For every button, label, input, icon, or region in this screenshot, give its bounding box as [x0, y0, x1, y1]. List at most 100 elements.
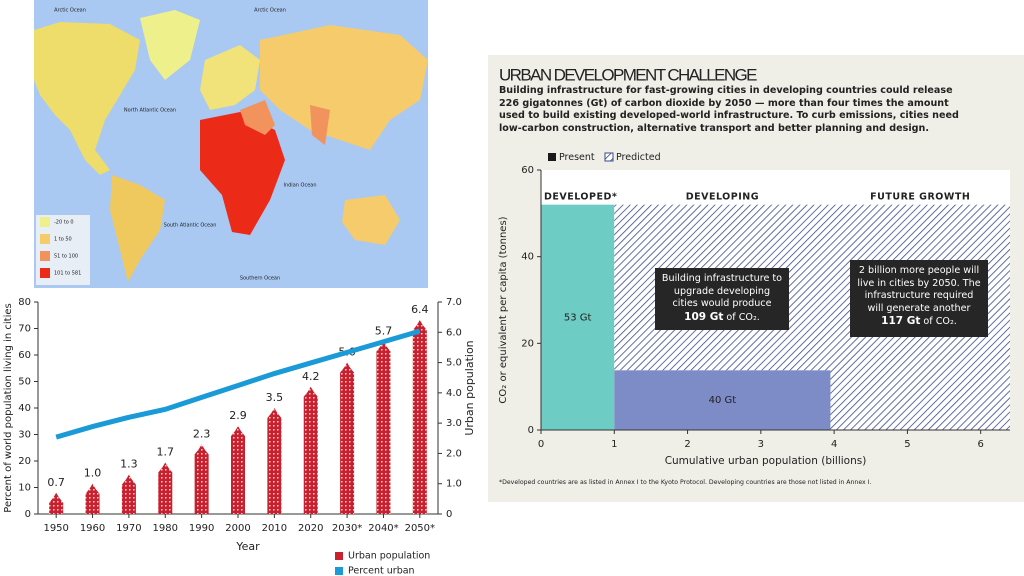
x-tick-label: 2000	[225, 523, 250, 534]
x-tick-label: 2040*	[368, 523, 398, 534]
subtitle: Building infrastructure for fast-growing…	[499, 85, 959, 134]
urban-population-tower	[194, 444, 209, 514]
footnote: *Developed countries are as listed in An…	[499, 479, 871, 486]
y2-tick-label: 1.0	[446, 479, 462, 490]
x-tick-label: 1950	[43, 523, 68, 534]
y-axis-label: Percent of world population living in ci…	[3, 303, 14, 512]
x-tick-label: 2	[684, 439, 690, 450]
annotation-text: 2 billion more people will live in citie…	[857, 265, 981, 314]
legend-swatch	[335, 552, 343, 560]
x-tick-label: 1	[611, 439, 617, 450]
y-tick-label: 20	[521, 338, 534, 349]
map-ocean-label: South Atlantic Ocean	[164, 223, 217, 229]
map-ocean-label: Arctic Ocean	[254, 8, 286, 14]
x-tick-label: 1960	[80, 523, 105, 534]
map-ocean-label: Southern Ocean	[240, 276, 280, 282]
map-legend-swatch	[40, 268, 50, 278]
urban-population-tower	[158, 462, 173, 514]
value-label: 2.9	[229, 409, 247, 422]
y-tick-label: 30	[18, 430, 31, 441]
map-legend-label: -20 to 0	[54, 220, 74, 226]
legend-label: Percent urban	[348, 566, 415, 576]
urban-population-tower	[412, 320, 427, 514]
y-axis-label: CO₂ or equivalent per capita (tonnes)	[498, 216, 509, 403]
map-ocean-label: North Atlantic Ocean	[124, 108, 176, 114]
north-america	[34, 22, 140, 175]
y-tick-label: 40	[521, 252, 534, 263]
world-map: -20 to 0 1 to 50 51 to 100 101 to 581 Arctic…	[34, 0, 428, 288]
urban-population-tower	[303, 386, 318, 514]
x-tick-label: 0	[538, 439, 544, 450]
x-tick-label: 3	[758, 439, 764, 450]
y-tick-label: 70	[18, 324, 31, 335]
map-legend-swatch	[40, 234, 50, 244]
y-tick-label: 0	[528, 425, 534, 436]
map-legend-swatch	[40, 217, 50, 227]
india	[310, 105, 330, 145]
x-tick-label: 1990	[189, 523, 214, 534]
value-label: 6.4	[411, 303, 429, 316]
y2-tick-label: 4.0	[446, 388, 462, 399]
legend-label: Present	[559, 152, 595, 163]
map-legend-label: 51 to 100	[54, 254, 78, 260]
annotation-box: 2 billion more people will live in citie…	[850, 260, 988, 337]
bar-label: 40 Gt	[709, 395, 737, 406]
annotation-text: of CO₂.	[920, 316, 957, 327]
value-label: 3.5	[266, 391, 284, 404]
y2-tick-label: 3.0	[446, 418, 462, 429]
x-tick-label: 2010	[262, 523, 287, 534]
y-tick-label: 50	[18, 377, 31, 388]
urban-population-tower	[267, 408, 282, 514]
x-tick-label: 2030*	[332, 523, 362, 534]
annotation: Building infrastructure to upgrade devel…	[655, 268, 789, 330]
urban-population-tower	[85, 483, 100, 514]
y-tick-label: 10	[18, 483, 31, 494]
region-header: DEVELOPED*	[544, 192, 617, 203]
y2-tick-label: 7.0	[446, 297, 462, 308]
x-axis-label: Year	[235, 540, 260, 553]
value-label: 0.7	[47, 476, 65, 489]
urban-population-tower	[231, 426, 245, 514]
legend-swatch	[604, 152, 614, 162]
asia	[260, 25, 428, 150]
x-tick-label: 2050*	[405, 523, 435, 534]
x-tick-label: 1970	[116, 523, 141, 534]
infographic-title: URBAN DEVELOPMENT CHALLENGE	[499, 65, 757, 84]
y-tick-label: 80	[18, 297, 31, 308]
y-tick-label: 60	[521, 165, 534, 176]
x-tick-label: 5	[904, 439, 910, 450]
map-ocean-label: Arctic Ocean	[54, 8, 86, 14]
bar-label: 53 Gt	[564, 312, 592, 323]
present-bar	[614, 370, 831, 430]
africa	[200, 112, 285, 235]
y-tick-label: 0	[25, 509, 31, 520]
y2-tick-label: 0	[446, 509, 452, 520]
x-tick-label: 6	[978, 439, 984, 450]
value-label: 1.3	[120, 458, 138, 471]
y-tick-label: 60	[18, 350, 31, 361]
map-ocean-label: Indian Ocean	[283, 183, 316, 189]
annotation-box: Building infrastructure to upgrade devel…	[655, 268, 789, 330]
urban-population-tower	[376, 341, 391, 514]
x-tick-label: 4	[831, 439, 837, 450]
urban-population-tower	[121, 474, 136, 514]
annotation: 2 billion more people will live in citie…	[850, 260, 988, 337]
subtitle-box: Building infrastructure for fast-growing…	[499, 85, 959, 134]
australia	[342, 195, 400, 245]
annotation-text: 109 Gt	[684, 310, 724, 323]
y2-axis-label: Urban population	[463, 340, 476, 435]
y2-tick-label: 6.0	[446, 327, 462, 338]
map-legend-label: 101 to 581	[54, 271, 81, 277]
europe	[200, 45, 260, 110]
legend-label: Urban population	[348, 551, 430, 562]
value-label: 1.7	[157, 446, 175, 459]
x-tick-label: 2020	[298, 523, 323, 534]
middle-east	[240, 100, 275, 135]
x-tick-label: 1980	[153, 523, 178, 534]
map-legend-label: 1 to 50	[54, 237, 72, 243]
greenland	[140, 10, 200, 80]
value-label: 5.7	[375, 324, 393, 337]
percent-urban-line	[55, 328, 421, 440]
